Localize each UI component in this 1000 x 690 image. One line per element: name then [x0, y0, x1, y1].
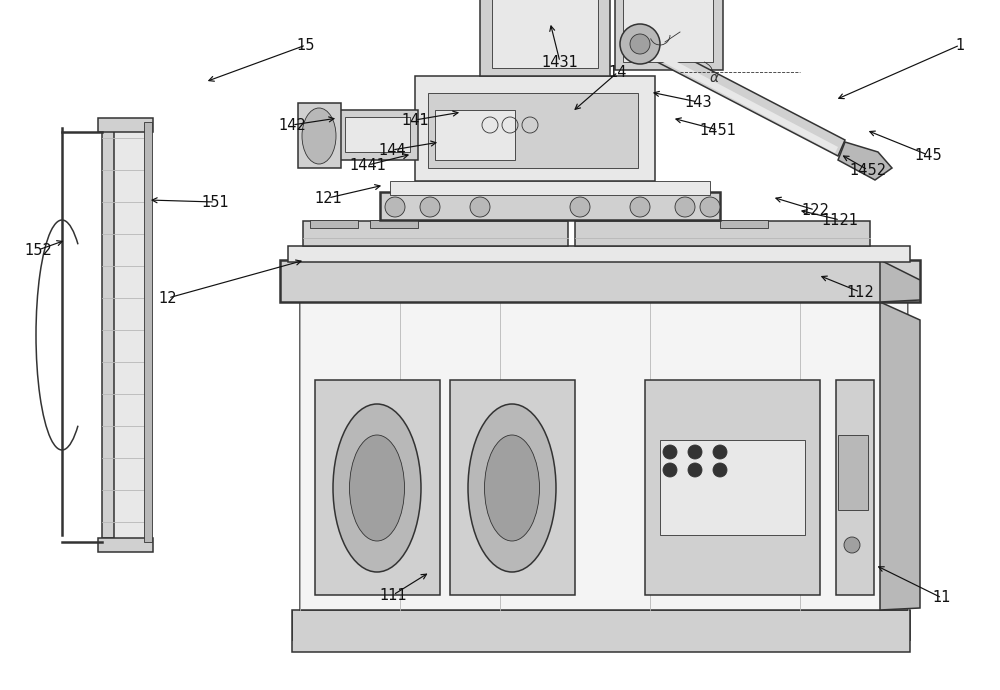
Circle shape [385, 197, 405, 217]
Bar [108, 122, 146, 542]
Polygon shape [638, 36, 845, 156]
Text: 145: 145 [914, 148, 942, 163]
Text: 1121: 1121 [821, 213, 859, 228]
Text: 152: 152 [24, 242, 52, 257]
Bar [480, 0, 610, 76]
Bar [370, 220, 418, 228]
Circle shape [713, 445, 727, 459]
Circle shape [688, 463, 702, 477]
Text: 15: 15 [297, 37, 315, 52]
Bar [300, 300, 908, 610]
Bar [98, 538, 153, 552]
Text: 1: 1 [955, 37, 965, 52]
Text: 1441: 1441 [350, 157, 387, 172]
Bar [298, 103, 341, 168]
Text: 11: 11 [933, 591, 951, 606]
Polygon shape [640, 44, 838, 153]
Text: 1451: 1451 [700, 123, 736, 137]
Text: 111: 111 [379, 587, 407, 602]
Bar [102, 126, 114, 538]
Bar [345, 117, 410, 152]
Text: 1452: 1452 [849, 163, 887, 177]
Ellipse shape [468, 404, 556, 572]
Bar [315, 380, 440, 595]
Bar [98, 118, 153, 132]
Bar [288, 246, 910, 262]
Bar [310, 220, 358, 228]
Ellipse shape [333, 404, 421, 572]
Circle shape [420, 197, 440, 217]
Circle shape [688, 445, 702, 459]
Circle shape [663, 463, 677, 477]
Bar [615, 0, 723, 70]
Ellipse shape [350, 435, 405, 541]
Text: 1431: 1431 [542, 55, 578, 70]
Text: 151: 151 [201, 195, 229, 210]
Circle shape [713, 463, 727, 477]
Circle shape [630, 34, 650, 54]
Bar [575, 221, 870, 246]
Bar [380, 192, 720, 220]
Bar [836, 380, 874, 595]
Bar [390, 181, 710, 195]
Bar [338, 110, 418, 160]
Text: 143: 143 [684, 95, 712, 110]
Bar [838, 435, 868, 510]
Text: 12: 12 [159, 290, 177, 306]
Text: 144: 144 [378, 143, 406, 157]
Text: α: α [710, 71, 719, 85]
Circle shape [675, 197, 695, 217]
Circle shape [700, 197, 720, 217]
Text: 14: 14 [609, 64, 627, 79]
Polygon shape [880, 260, 920, 302]
Circle shape [620, 24, 660, 64]
Bar [280, 260, 920, 302]
Bar [660, 440, 805, 535]
Bar [428, 93, 638, 168]
Ellipse shape [302, 108, 336, 164]
Circle shape [630, 197, 650, 217]
Bar [492, 0, 598, 68]
Ellipse shape [484, 435, 540, 541]
Circle shape [570, 197, 590, 217]
Text: 122: 122 [801, 202, 829, 217]
Text: 141: 141 [401, 112, 429, 128]
Circle shape [663, 445, 677, 459]
Text: 142: 142 [278, 117, 306, 132]
Bar [144, 122, 152, 542]
Bar [645, 380, 820, 595]
Circle shape [470, 197, 490, 217]
Bar [720, 220, 768, 228]
Text: 121: 121 [314, 190, 342, 206]
Circle shape [844, 537, 860, 553]
Bar [623, 0, 713, 62]
Text: 112: 112 [846, 284, 874, 299]
Polygon shape [880, 302, 920, 610]
Bar [435, 110, 515, 160]
Bar [415, 76, 655, 181]
Bar [450, 380, 575, 595]
Bar [303, 221, 568, 246]
Polygon shape [838, 142, 892, 180]
Bar [292, 610, 910, 652]
